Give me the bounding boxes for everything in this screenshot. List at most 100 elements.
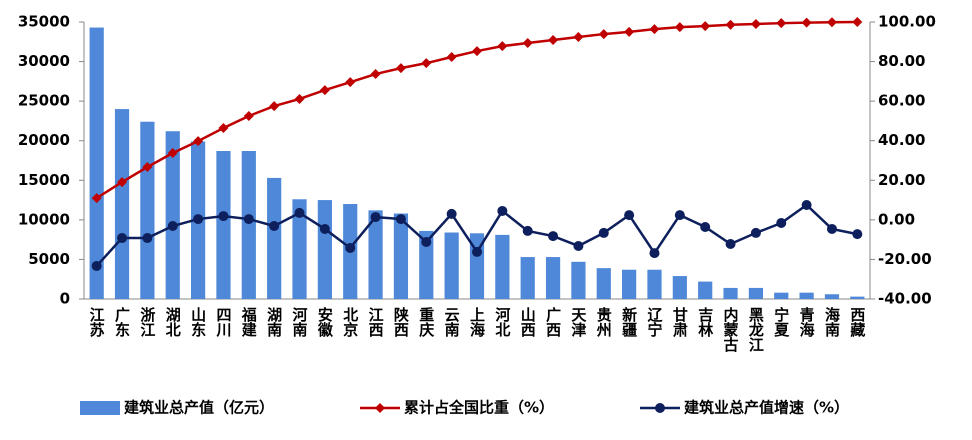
- bar: [216, 151, 231, 299]
- bar: [393, 213, 409, 299]
- legend-label: 累计占全国比重（%）: [404, 399, 554, 417]
- marker: [776, 18, 787, 29]
- bar: [267, 177, 282, 299]
- y2-tick-label: 0.00: [878, 210, 915, 228]
- marker: [598, 227, 609, 238]
- marker: [649, 24, 660, 35]
- marker: [852, 17, 863, 27]
- x-tick-label: 云南: [443, 307, 461, 338]
- x-tick-label: 湖南: [265, 307, 283, 338]
- bar: [368, 210, 383, 299]
- legend-label: 建筑业总产值（亿元）: [124, 399, 274, 417]
- y-tick-label: 20000: [18, 131, 70, 149]
- bar: [698, 281, 713, 299]
- bar: [723, 287, 738, 299]
- marker: [649, 248, 660, 259]
- marker: [167, 147, 178, 158]
- x-tick-label: 浙江: [138, 306, 156, 338]
- marker: [218, 211, 229, 222]
- x-tick-label: 广东: [113, 306, 131, 338]
- marker: [674, 22, 685, 33]
- marker: [395, 214, 406, 225]
- x-tick-label: 上海: [468, 307, 486, 338]
- marker: [573, 32, 584, 43]
- marker: [826, 17, 837, 28]
- marker: [573, 240, 584, 251]
- marker: [421, 237, 432, 248]
- bar: [495, 234, 510, 299]
- x-tick-label: 福建: [240, 306, 258, 338]
- x-tick-label: 江苏: [88, 306, 106, 338]
- marker: [269, 101, 280, 112]
- marker: [446, 208, 457, 219]
- marker: [700, 21, 711, 32]
- marker: [776, 218, 787, 229]
- x-tick-label: 广西: [544, 306, 562, 338]
- y-tick-label: 10000: [18, 210, 70, 228]
- y-tick-label: 0: [60, 290, 70, 308]
- marker: [674, 210, 685, 221]
- marker: [91, 260, 102, 271]
- marker: [370, 69, 381, 80]
- x-tick-label: 贵州: [595, 306, 613, 338]
- marker: [193, 214, 204, 225]
- x-tick-label: 湖北: [164, 307, 182, 337]
- marker: [142, 162, 153, 173]
- x-tick-label: 河南: [291, 306, 309, 338]
- marker: [725, 238, 736, 249]
- x-tick-label: 宁夏: [772, 306, 790, 338]
- x-tick-label: 北京: [341, 307, 359, 338]
- bar: [545, 257, 561, 299]
- y2-tick-label: -40.00: [878, 290, 932, 308]
- marker: [294, 207, 305, 218]
- marker: [801, 200, 812, 211]
- marker: [750, 227, 761, 238]
- bar: [647, 269, 662, 299]
- y2-tick-label: 80.00: [878, 52, 925, 70]
- x-tick-label: 黑龙江: [747, 307, 765, 353]
- x-tick-label: 新疆: [620, 306, 638, 338]
- marker: [700, 221, 711, 232]
- x-tick-label: 吉林: [696, 306, 714, 338]
- marker: [269, 220, 280, 231]
- marker: [624, 26, 635, 37]
- y-tick-label: 35000: [18, 13, 70, 31]
- bar: [114, 109, 130, 299]
- marker: [472, 246, 482, 257]
- y-tick-label: 25000: [18, 92, 70, 110]
- x-tick-label: 四川: [214, 307, 232, 337]
- bar: [520, 257, 535, 299]
- bar: [419, 230, 434, 299]
- bar: [748, 287, 764, 299]
- marker: [117, 233, 128, 244]
- y2-tick-label: 40.00: [878, 131, 925, 149]
- bar: [241, 151, 256, 299]
- x-tick-label: 山西: [519, 307, 537, 338]
- marker: [117, 177, 128, 188]
- bar: [672, 276, 687, 299]
- marker: [345, 242, 356, 253]
- x-tick-label: 山东: [189, 307, 207, 338]
- x-tick-label: 陕西: [392, 306, 410, 338]
- marker: [319, 85, 330, 96]
- marker: [801, 17, 812, 28]
- bar: [774, 292, 789, 299]
- marker: [624, 210, 635, 221]
- marker: [91, 193, 102, 204]
- bar: [571, 261, 586, 299]
- x-tick-label: 内蒙古: [722, 306, 740, 353]
- marker: [598, 29, 609, 40]
- marker: [497, 205, 508, 216]
- x-tick-label: 江西: [367, 306, 385, 338]
- marker: [167, 220, 178, 231]
- marker: [319, 223, 330, 234]
- bar: [89, 27, 104, 299]
- marker: [243, 110, 254, 121]
- y2-tick-label: 100.00: [878, 13, 936, 31]
- bar: [596, 268, 611, 299]
- marker: [243, 214, 254, 225]
- marker: [522, 37, 533, 48]
- marker: [193, 136, 204, 147]
- marker: [472, 46, 482, 57]
- y-tick-label: 15000: [18, 171, 70, 189]
